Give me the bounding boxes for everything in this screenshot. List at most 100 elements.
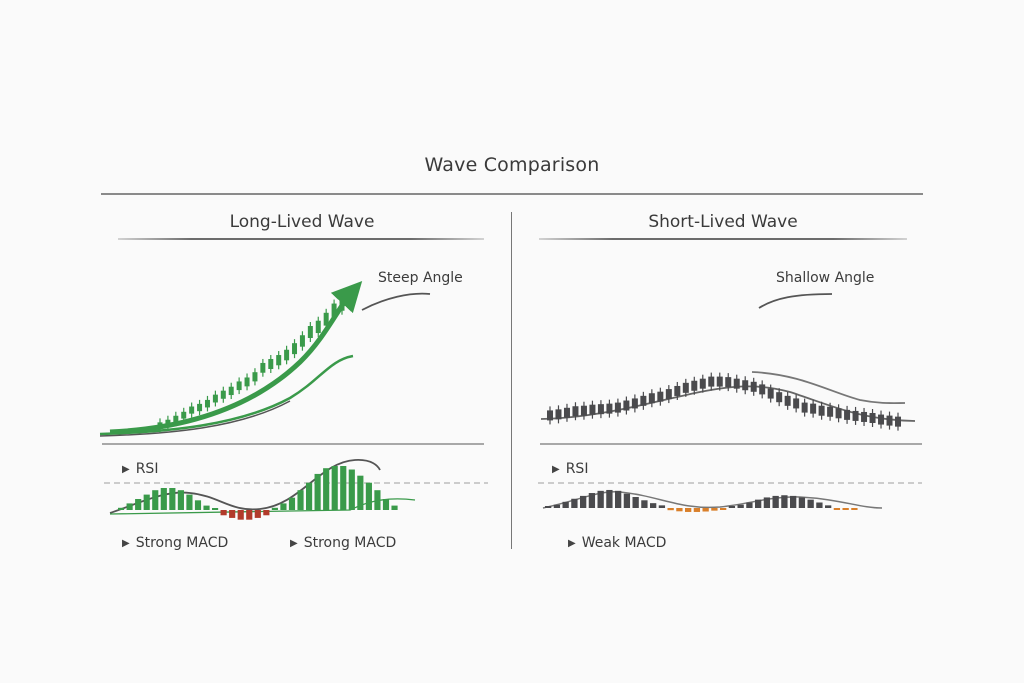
macd-bar-positive bbox=[357, 475, 364, 510]
macd-bar-positive bbox=[606, 489, 613, 508]
candle-body bbox=[331, 303, 337, 317]
candle-body bbox=[818, 405, 825, 416]
macd-bar-positive bbox=[365, 482, 372, 510]
shallow-angle-arc bbox=[758, 293, 833, 309]
macd-bar-positive bbox=[650, 503, 657, 508]
candle-body bbox=[691, 380, 698, 391]
macd-bar-negative bbox=[667, 508, 674, 511]
macd-bar-positive bbox=[825, 505, 832, 508]
macd-bar-positive bbox=[194, 500, 202, 510]
candle-body bbox=[589, 404, 596, 415]
short-rsi-label: ▶ RSI bbox=[552, 461, 588, 477]
macd-bar-negative bbox=[833, 508, 841, 510]
long-macd-label-2: ▶ Strong MACD bbox=[290, 535, 396, 551]
shallow-angle-label: Shallow Angle bbox=[776, 270, 875, 286]
macd-bar-positive bbox=[790, 495, 797, 508]
steep-angle-label: Steep Angle bbox=[378, 270, 463, 286]
macd-bar-positive bbox=[118, 507, 125, 510]
candle-body bbox=[204, 399, 210, 408]
steep-angle-arc bbox=[361, 292, 431, 311]
title-rule bbox=[101, 193, 923, 195]
macd-label-text: Strong MACD bbox=[135, 535, 229, 551]
candle-body bbox=[563, 407, 570, 418]
macd-bar-negative bbox=[693, 508, 701, 512]
macd-bar-positive bbox=[382, 499, 390, 510]
candle-body bbox=[614, 402, 621, 413]
macd-bar-positive bbox=[374, 490, 381, 510]
candle-body bbox=[648, 393, 655, 404]
macd-bar-positive bbox=[297, 490, 304, 510]
candle-body bbox=[181, 411, 187, 419]
macd-bar-positive bbox=[632, 497, 639, 508]
candle-body bbox=[657, 391, 664, 402]
candle-body bbox=[597, 404, 604, 415]
panel-divider bbox=[511, 212, 512, 549]
candle-body bbox=[665, 389, 672, 400]
candle-body bbox=[750, 381, 757, 392]
macd-bar-negative bbox=[842, 508, 849, 510]
candle-body bbox=[315, 320, 321, 334]
candle-body bbox=[623, 400, 630, 411]
short-wave-title-rule bbox=[539, 238, 907, 240]
macd-bar-negative bbox=[851, 508, 858, 510]
candle-body bbox=[682, 382, 689, 393]
candle-body bbox=[733, 378, 740, 389]
candle-body bbox=[674, 385, 681, 396]
candle-body bbox=[555, 409, 562, 420]
candle-body bbox=[284, 349, 290, 361]
candle-body bbox=[292, 343, 298, 355]
candle-body bbox=[157, 422, 163, 429]
macd-bar-positive bbox=[571, 498, 578, 508]
macd-bar-positive bbox=[781, 495, 788, 508]
macd-bar-positive bbox=[135, 499, 142, 510]
macd-bar-positive bbox=[553, 504, 561, 508]
macd-bar-positive bbox=[340, 466, 347, 510]
macd-bar-positive bbox=[160, 488, 167, 510]
candle-body bbox=[339, 296, 345, 311]
rsi-label-text: RSI bbox=[565, 461, 589, 477]
candle-body bbox=[260, 362, 266, 373]
macd-bar-negative bbox=[676, 508, 683, 512]
long-rsi-label: ▶ RSI bbox=[122, 461, 158, 477]
triangle-bullet-icon: ▶ bbox=[122, 538, 130, 549]
rsi-label-text: RSI bbox=[135, 461, 159, 477]
candle-body bbox=[793, 398, 800, 409]
candle-body bbox=[244, 377, 250, 387]
candle-body bbox=[810, 403, 817, 414]
macd-bar-positive bbox=[807, 499, 814, 508]
candle-body bbox=[268, 359, 274, 369]
candle-body bbox=[220, 390, 226, 399]
long-wave-title: Long-Lived Wave bbox=[229, 212, 375, 232]
short-lower-curve bbox=[540, 385, 916, 422]
candle-body bbox=[197, 403, 203, 412]
candle-body bbox=[827, 406, 834, 417]
candle-body bbox=[861, 411, 868, 422]
triangle-bullet-icon: ▶ bbox=[568, 538, 576, 549]
macd-bar-positive bbox=[597, 490, 604, 508]
triangle-bullet-icon: ▶ bbox=[122, 464, 130, 475]
macd-bar-negative bbox=[246, 510, 253, 520]
macd-bar-positive bbox=[169, 488, 176, 510]
candle-body bbox=[572, 406, 579, 417]
macd-bar-negative bbox=[237, 510, 244, 520]
short-macd-label: ▶ Weak MACD bbox=[568, 535, 666, 551]
candle-body bbox=[640, 395, 647, 406]
macd-bar-positive bbox=[212, 508, 219, 510]
macd-label-text: Strong MACD bbox=[303, 535, 397, 551]
macd-bar-negative bbox=[720, 508, 727, 510]
macd-bar-positive bbox=[323, 468, 330, 510]
macd-bar-positive bbox=[143, 494, 150, 510]
macd-bar-negative bbox=[702, 508, 709, 512]
short-upper-curve bbox=[751, 371, 906, 405]
diagram-title: Wave Comparison bbox=[424, 154, 600, 176]
macd-label-text: Weak MACD bbox=[581, 535, 667, 551]
candle-body bbox=[852, 410, 859, 421]
candle-body bbox=[886, 415, 893, 426]
macd-bar-positive bbox=[152, 490, 159, 510]
macd-bar-positive bbox=[271, 507, 278, 510]
long-wave-title-rule bbox=[118, 238, 484, 240]
macd-bar-positive bbox=[331, 466, 338, 510]
candle-body bbox=[878, 414, 885, 425]
macd-bar-positive bbox=[288, 497, 296, 510]
macd-bar-positive bbox=[588, 493, 596, 508]
